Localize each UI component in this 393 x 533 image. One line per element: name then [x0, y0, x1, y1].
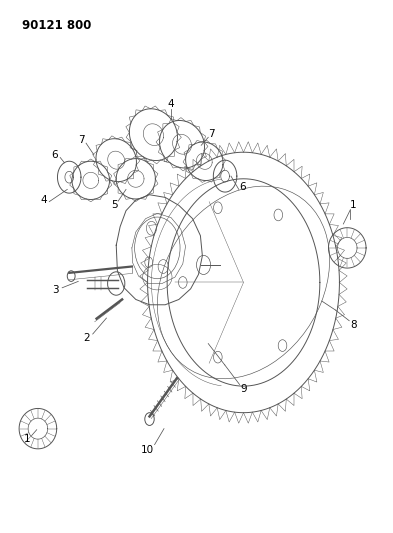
Text: 3: 3 [52, 286, 59, 295]
Text: 2: 2 [84, 333, 90, 343]
Text: 8: 8 [350, 320, 356, 330]
Text: 4: 4 [40, 195, 47, 205]
Text: 5: 5 [111, 200, 118, 211]
Text: 7: 7 [208, 128, 215, 139]
Text: 9: 9 [240, 384, 247, 394]
Text: 90121 800: 90121 800 [22, 19, 92, 33]
Text: 6: 6 [51, 150, 58, 160]
Text: 1: 1 [350, 200, 356, 211]
Text: 7: 7 [79, 135, 85, 145]
Text: 1: 1 [24, 434, 31, 445]
Text: 6: 6 [239, 182, 246, 192]
Text: 10: 10 [141, 445, 154, 455]
Text: 4: 4 [168, 99, 174, 109]
